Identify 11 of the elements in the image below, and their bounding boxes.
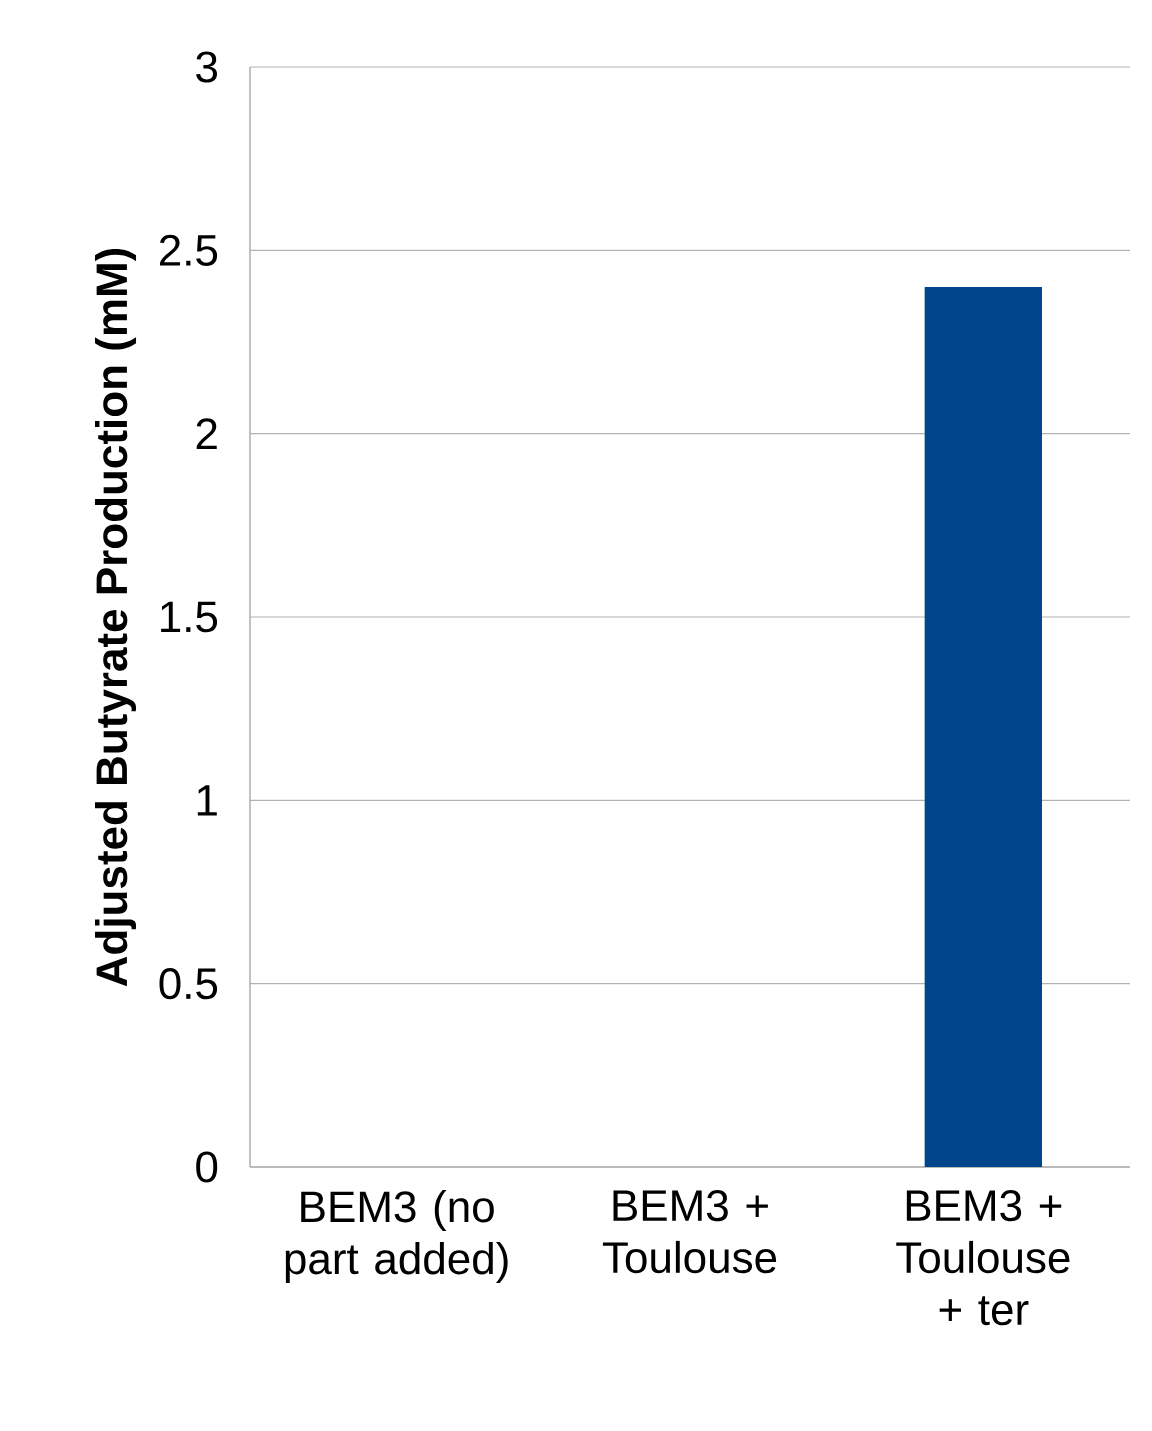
y-tick-label: 3	[196, 51, 218, 83]
x-tick-label: BEM3 + Toulouse	[602, 1190, 777, 1274]
y-tick-label: 0.5	[159, 968, 218, 1000]
x-tick-label: BEM3 + Toulouse + ter	[896, 1190, 1070, 1326]
y-tick-label: 2.5	[159, 234, 218, 266]
y-tick-label: 1.5	[161, 601, 218, 633]
y-tick-label: 0	[196, 1151, 218, 1183]
y-tick-label: 2	[196, 418, 217, 450]
x-tick-label: BEM3 (no part added)	[285, 1190, 508, 1284]
y-tick-label: 1	[197, 785, 217, 816]
y-axis-title: Adjusted Butyrate Production (mM)	[95, 248, 137, 987]
